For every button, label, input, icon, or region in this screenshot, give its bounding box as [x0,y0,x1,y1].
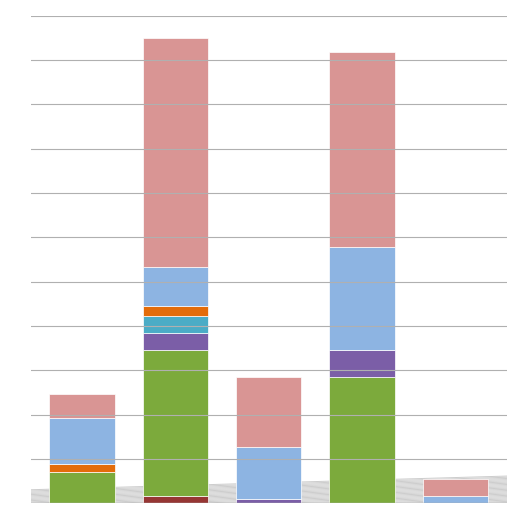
Bar [330,52,395,247]
Bar [330,377,395,503]
Bar [49,393,115,418]
Bar [236,377,302,447]
Bar [330,247,395,350]
Bar [143,350,208,496]
Bar [423,479,488,496]
Bar [49,472,115,503]
Bar [143,496,208,503]
Bar [49,465,115,472]
Bar [143,333,208,350]
Bar [330,350,395,377]
Bar [143,316,208,333]
Bar [236,499,302,503]
Bar [143,267,208,306]
Bar [143,306,208,316]
Bar [49,418,115,465]
Bar [423,496,488,503]
Bar [236,447,302,499]
Bar [143,37,208,267]
